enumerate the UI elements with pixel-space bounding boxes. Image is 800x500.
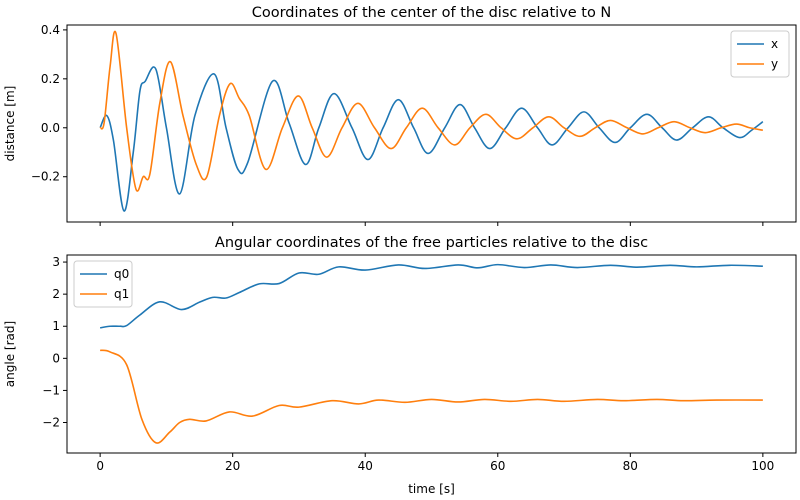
legend-box: [730, 30, 790, 78]
series-line-x: [99, 66, 764, 212]
y-axis-label: angle [rad]: [3, 321, 17, 387]
y-tick-label: −2: [42, 416, 60, 430]
legend-label-y: y: [771, 57, 778, 71]
x-axis-label: time [s]: [408, 482, 455, 496]
axes-frame: [66, 24, 797, 223]
y-tick-label: 0: [52, 351, 60, 365]
legend-label-q0: q0: [114, 267, 129, 281]
y-axis-label: distance [m]: [3, 86, 17, 162]
y-tick-label: 1: [52, 319, 60, 333]
x-tick-label: 0: [96, 459, 104, 473]
y-tick-label: −1: [42, 383, 60, 397]
subplot-0: −0.2 0.0 0.2 0.4 Coordinates of the center o…: [3, 5, 797, 226]
y-tick-label: 0.4: [41, 23, 60, 37]
x-tick-label: 20: [225, 459, 240, 473]
y-tick-label: −0.2: [31, 170, 60, 184]
series-line-q1: [100, 349, 763, 444]
legend-label-q1: q1: [114, 287, 129, 301]
series-line-y: [99, 30, 764, 192]
x-tick-label: 40: [358, 459, 373, 473]
y-tick-label: 0.0: [41, 121, 60, 135]
y-tick-label: 2: [52, 287, 60, 301]
legend: xy: [730, 30, 790, 78]
x-tick-label: 100: [751, 459, 774, 473]
x-tick-label: 60: [490, 459, 505, 473]
chart-title: Coordinates of the center of the disc re…: [252, 5, 612, 21]
chart-title: Angular coordinates of the free particle…: [215, 235, 648, 251]
x-tick-label: 80: [623, 459, 638, 473]
legend-box: [73, 260, 133, 308]
subplot-1: 0 20 40 60 80 100 −2 −1 0 1 2 3 Angular coordinates …: [3, 235, 797, 496]
legend-label-x: x: [771, 37, 778, 51]
y-tick-label: 0.2: [41, 72, 60, 86]
series-line-q0: [100, 263, 763, 329]
axes-frame: [66, 254, 797, 454]
y-tick-label: 3: [52, 255, 60, 269]
